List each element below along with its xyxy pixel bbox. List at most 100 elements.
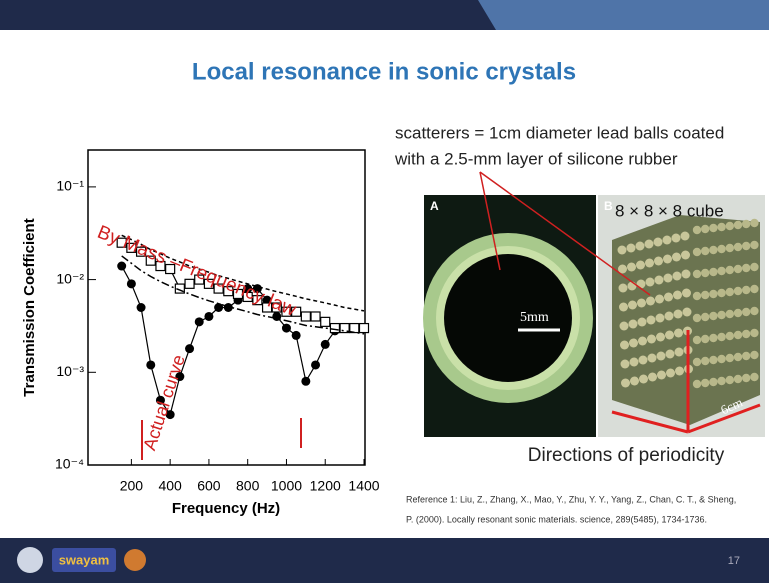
ball (619, 284, 628, 293)
x-tick-label: 600 (197, 478, 221, 494)
ball (750, 351, 758, 359)
ball (621, 379, 630, 388)
ball (654, 257, 663, 266)
ball (734, 353, 742, 361)
ball (701, 335, 709, 343)
ball (693, 292, 701, 300)
ball (717, 267, 725, 275)
x-tick-label: 800 (236, 478, 260, 494)
ball (726, 310, 734, 318)
ball (645, 259, 654, 268)
ball (726, 222, 734, 230)
y-tick-label: 10⁻² (56, 270, 84, 286)
ball (656, 333, 665, 342)
ball (665, 312, 674, 321)
ball (693, 380, 701, 388)
ball (675, 348, 684, 357)
ball (673, 291, 682, 300)
ball (648, 373, 657, 382)
ball (673, 272, 682, 281)
point (204, 312, 213, 321)
ball (717, 245, 725, 253)
ball (681, 232, 690, 241)
top-accent (478, 0, 769, 30)
ball (664, 274, 673, 283)
logo-icon (17, 547, 43, 573)
point (292, 331, 301, 340)
point (127, 279, 136, 288)
ball (619, 303, 628, 312)
periodicity-caption: Directions of periodicity (528, 445, 725, 466)
x-tick-label: 1200 (310, 478, 341, 494)
ball (621, 360, 630, 369)
photo-a: 5mm A (423, 195, 596, 437)
ball (693, 314, 701, 322)
ball (674, 310, 683, 319)
ball (701, 269, 709, 277)
reference-line: Reference 1: Liu, Z., Zhang, X., Mao, Y.… (406, 494, 736, 504)
x-axis-label: Frequency (Hz) (172, 500, 280, 517)
ball (734, 243, 742, 251)
ball (647, 335, 656, 344)
ball (701, 225, 709, 233)
ball (618, 246, 627, 255)
point (321, 317, 330, 326)
x-tick-label: 400 (158, 478, 182, 494)
reference-line: P. (2000). Locally resonant sonic materi… (406, 514, 707, 524)
ball (750, 285, 758, 293)
ball (750, 329, 758, 337)
ball (636, 261, 645, 270)
ball (701, 357, 709, 365)
ball (693, 336, 701, 344)
ball (646, 278, 655, 287)
ball (709, 334, 717, 342)
ball (647, 316, 656, 325)
ball (726, 376, 734, 384)
ball (750, 219, 758, 227)
ball (630, 358, 639, 367)
ball (629, 320, 638, 329)
ball (655, 295, 664, 304)
ball (627, 263, 636, 272)
ball (693, 248, 701, 256)
ball (742, 330, 750, 338)
ball (638, 318, 647, 327)
scale-label: 5mm (520, 310, 549, 325)
ball (663, 255, 672, 264)
photo-label: B (604, 199, 613, 213)
ball (717, 223, 725, 231)
ball (646, 297, 655, 306)
ball (655, 276, 664, 285)
ball (654, 238, 663, 247)
point (301, 377, 310, 386)
ball (726, 288, 734, 296)
logo-icon (124, 549, 146, 571)
ball (672, 253, 681, 262)
ball (648, 354, 657, 363)
ball (628, 301, 637, 310)
description-line: scatterers = 1cm diameter lead balls coa… (395, 123, 724, 142)
slide: Local resonance in sonic crystals 200400… (0, 0, 769, 583)
ball (682, 289, 691, 298)
ball (620, 322, 629, 331)
y-tick-label: 10⁻¹ (56, 178, 84, 194)
ball (709, 378, 717, 386)
ball (734, 331, 742, 339)
photo-caption: 8 × 8 × 8 cube (615, 201, 724, 220)
ball (681, 251, 690, 260)
point (321, 340, 330, 349)
ball (657, 352, 666, 361)
ball (663, 236, 672, 245)
ball (734, 287, 742, 295)
ball (742, 374, 750, 382)
ball (750, 307, 758, 315)
photo-label: A (430, 199, 439, 213)
ball (726, 332, 734, 340)
ball (682, 270, 691, 279)
description-line: with a 2.5-mm layer of silicone rubber (394, 149, 678, 168)
ball (693, 270, 701, 278)
ball (750, 263, 758, 271)
photo-b: B 8 × 8 × 8 cube 6cm (598, 195, 765, 437)
ball (701, 291, 709, 299)
ball (742, 308, 750, 316)
